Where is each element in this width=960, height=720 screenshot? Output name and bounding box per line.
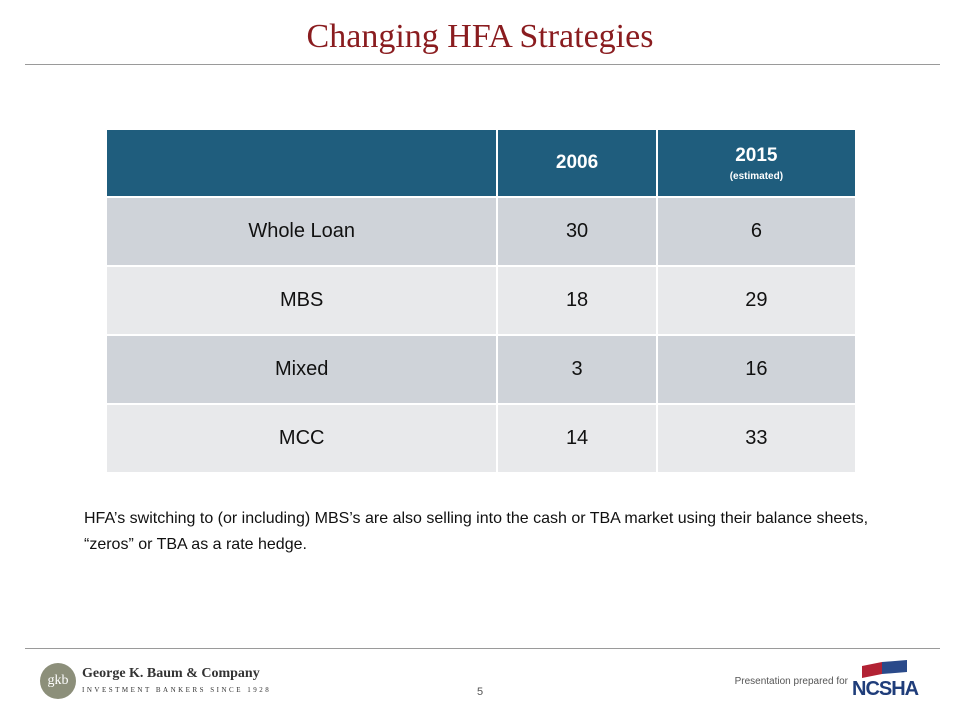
client-name: NCSHA <box>852 678 919 700</box>
table-row: MCC 14 33 <box>104 403 858 474</box>
strategy-table: 2006 2015 (estimated) Whole Loan 30 6 MBS 18 29… <box>104 128 858 474</box>
column-note: (estimated) <box>729 170 784 182</box>
row-label: Mixed <box>104 334 499 405</box>
row-label: Whole Loan <box>104 196 499 267</box>
note: HFA’s switching to (or including) MBS’s … <box>84 510 869 553</box>
table-row: MBS 18 29 <box>104 265 858 336</box>
flag-icon <box>862 660 907 678</box>
header-row: 2006 2015 (estimated) <box>104 128 858 198</box>
corner-cell <box>104 128 499 198</box>
company-name: George K. Baum & Company <box>82 666 260 681</box>
cell-value: 33 <box>655 403 858 474</box>
cell-value: 16 <box>655 334 858 405</box>
cell-value: 18 <box>496 265 658 336</box>
logo-mark: gkb <box>40 663 76 699</box>
column-header: 2015 (estimated) <box>655 128 858 198</box>
title-rule <box>25 64 940 65</box>
footer-rule <box>25 648 940 649</box>
table-row: Whole Loan 30 6 <box>104 196 858 267</box>
page-number: 5 <box>476 686 484 698</box>
column-label: 2015 <box>735 144 778 166</box>
column-header: 2006 <box>496 128 658 198</box>
cell-value: 30 <box>496 196 658 267</box>
cell-value: 3 <box>496 334 658 405</box>
cell-value: 14 <box>496 403 658 474</box>
company-tagline: INVESTMENT BANKERS SINCE 1928 <box>82 686 272 694</box>
table-row: Mixed 3 16 <box>104 334 858 405</box>
cell-value: 29 <box>655 265 858 336</box>
prepared-for: Presentation prepared for <box>734 676 848 687</box>
column-label: 2006 <box>555 152 599 173</box>
row-label: MCC <box>104 403 499 474</box>
slide-title: Changing HFA Strategies <box>306 18 654 55</box>
cell-value: 6 <box>655 196 858 267</box>
row-label: MBS <box>104 265 499 336</box>
